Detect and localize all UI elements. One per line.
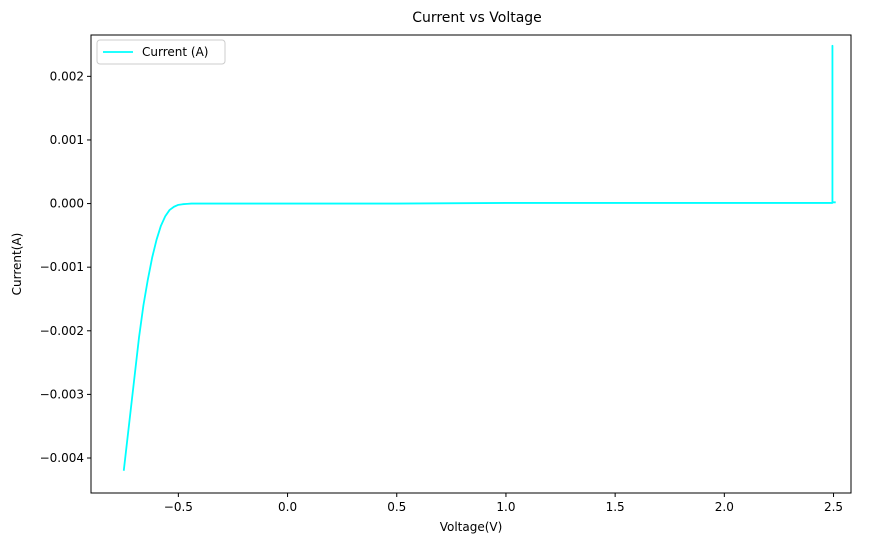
x-tick-label: 2.5 [824, 500, 843, 514]
y-axis-label: Current(A) [10, 233, 24, 296]
plot-frame [90, 34, 852, 494]
x-tick-label: 0.0 [278, 500, 297, 514]
x-tick-label: 2.0 [715, 500, 734, 514]
y-tick-label: −0.004 [40, 451, 84, 465]
y-tick-label: 0.002 [50, 69, 84, 83]
y-tick-label: 0.001 [50, 133, 84, 147]
legend-box [96, 39, 226, 65]
x-tick-label: 1.0 [496, 500, 515, 514]
x-tick-label: 1.5 [606, 500, 625, 514]
x-tick-label: −0.5 [164, 500, 193, 514]
x-axis-ticks: −0.5 0.0 0.5 1.0 1.5 2.0 2.5 [164, 493, 843, 514]
y-tick-label: −0.003 [40, 387, 84, 401]
plot-area [122, 44, 836, 471]
y-tick-label: −0.002 [40, 324, 84, 338]
y-tick-label: 0.000 [50, 197, 84, 211]
series-line-current [122, 44, 836, 471]
y-tick-label: −0.001 [40, 260, 84, 274]
chart-title: Current vs Voltage [412, 10, 542, 26]
legend-label: Current (A) [142, 45, 208, 59]
x-axis-label: Voltage(V) [440, 520, 503, 534]
x-tick-label: 0.5 [387, 500, 406, 514]
y-axis-ticks: −0.004 −0.003 −0.002 −0.001 0.000 0.001 0.002 [40, 69, 91, 465]
legend: Current (A) [96, 39, 226, 65]
